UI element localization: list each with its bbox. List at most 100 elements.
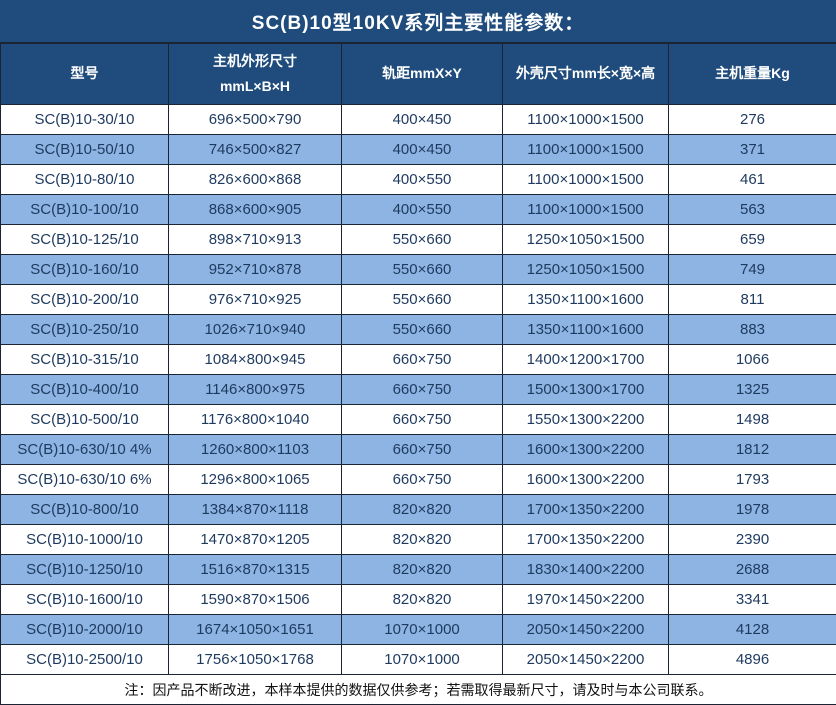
table-cell: SC(B)10-1600/10	[0, 584, 169, 615]
table-row: SC(B)10-400/10 1146×800×975 660×750 1500×13…	[0, 374, 836, 405]
table-cell: 1066	[668, 344, 836, 375]
column-header-rail-gauge: 轨距mmX×Y	[341, 43, 503, 105]
table-cell: 400×450	[341, 104, 503, 135]
table-cell: 400×450	[341, 134, 503, 165]
table-cell: 820×820	[341, 584, 503, 615]
table-cell: 1498	[668, 404, 836, 435]
table-cell: 1674×1050×1651	[168, 614, 342, 645]
table-cell: 1970×1450×2200	[502, 584, 669, 615]
table-cell: 1590×870×1506	[168, 584, 342, 615]
table-cell: 1400×1200×1700	[502, 344, 669, 375]
table-cell: 660×750	[341, 434, 503, 465]
spec-table: 型号 主机外形尺寸 mmL×B×H 轨距mmX×Y 外壳尺寸mm长×宽×高 主机…	[0, 43, 836, 705]
table-cell: SC(B)10-50/10	[0, 134, 169, 165]
table-cell: 811	[668, 284, 836, 315]
table-cell: 820×820	[341, 494, 503, 525]
table-cell: 1026×710×940	[168, 314, 342, 345]
table-cell: 1793	[668, 464, 836, 495]
table-cell: 2390	[668, 524, 836, 555]
column-header-main-dimensions: 主机外形尺寸 mmL×B×H	[168, 43, 342, 105]
table-cell: 1250×1050×1500	[502, 254, 669, 285]
table-row: SC(B)10-500/10 1176×800×1040 660×750 1550×1…	[0, 404, 836, 435]
table-cell: SC(B)10-200/10	[0, 284, 169, 315]
table-row: SC(B)10-250/10 1026×710×940 550×660 1350×11…	[0, 314, 836, 345]
table-cell: 4128	[668, 614, 836, 645]
table-row: SC(B)10-1000/10 1470×870×1205 820×820 1700×…	[0, 524, 836, 555]
table-body: SC(B)10-30/10 696×500×790 400×450 1100×1000…	[0, 104, 836, 675]
table-cell: 1812	[668, 434, 836, 465]
table-cell: SC(B)10-500/10	[0, 404, 169, 435]
column-header-shell-dimensions: 外壳尺寸mm长×宽×高	[502, 43, 669, 105]
table-cell: 400×550	[341, 164, 503, 195]
table-cell: 1384×870×1118	[168, 494, 342, 525]
table-row: SC(B)10-100/10 868×600×905 400×550 1100×100…	[0, 194, 836, 225]
table-cell: 1325	[668, 374, 836, 405]
table-cell: SC(B)10-2000/10	[0, 614, 169, 645]
table-cell: 2688	[668, 554, 836, 585]
table-cell: 898×710×913	[168, 224, 342, 255]
table-cell: 563	[668, 194, 836, 225]
table-cell: 1296×800×1065	[168, 464, 342, 495]
table-cell: 976×710×925	[168, 284, 342, 315]
table-cell: 749	[668, 254, 836, 285]
table-cell: SC(B)10-100/10	[0, 194, 169, 225]
table-row: SC(B)10-2000/10 1674×1050×1651 1070×1000 20…	[0, 614, 836, 645]
header-row: 型号 主机外形尺寸 mmL×B×H 轨距mmX×Y 外壳尺寸mm长×宽×高 主机…	[0, 43, 836, 105]
table-cell: SC(B)10-315/10	[0, 344, 169, 375]
table-cell: 1756×1050×1768	[168, 644, 342, 675]
table-cell: 4896	[668, 644, 836, 675]
table-cell: 2050×1450×2200	[502, 614, 669, 645]
table-cell: 746×500×827	[168, 134, 342, 165]
table-cell: 1350×1100×1600	[502, 284, 669, 315]
table-cell: 883	[668, 314, 836, 345]
table-cell: 371	[668, 134, 836, 165]
table-cell: 696×500×790	[168, 104, 342, 135]
column-header-weight: 主机重量Kg	[668, 43, 836, 105]
table-cell: 659	[668, 224, 836, 255]
table-cell: 1260×800×1103	[168, 434, 342, 465]
table-cell: 868×600×905	[168, 194, 342, 225]
table-cell: 1100×1000×1500	[502, 104, 669, 135]
table-cell: 1600×1300×2200	[502, 434, 669, 465]
table-cell: 1700×1350×2200	[502, 494, 669, 525]
table-header: 型号 主机外形尺寸 mmL×B×H 轨距mmX×Y 外壳尺寸mm长×宽×高 主机…	[0, 43, 836, 105]
table-row: SC(B)10-2500/10 1756×1050×1768 1070×1000 20…	[0, 644, 836, 675]
table-cell: SC(B)10-30/10	[0, 104, 169, 135]
table-cell: 1100×1000×1500	[502, 134, 669, 165]
table-row: SC(B)10-160/10 952×710×878 550×660 1250×105…	[0, 254, 836, 285]
table-cell: SC(B)10-125/10	[0, 224, 169, 255]
table-row: SC(B)10-1250/10 1516×870×1315 820×820 1830×…	[0, 554, 836, 585]
table-cell: 660×750	[341, 404, 503, 435]
table-cell: 550×660	[341, 254, 503, 285]
table-cell: 1550×1300×2200	[502, 404, 669, 435]
table-row: SC(B)10-1600/10 1590×870×1506 820×820 1970×…	[0, 584, 836, 615]
footnote: 注：因产品不断改进，本样本提供的数据仅供参考；若需取得最新尺寸，请及时与本公司联…	[0, 674, 836, 705]
table-cell: 1470×870×1205	[168, 524, 342, 555]
table-cell: 550×660	[341, 224, 503, 255]
footnote-row: 注：因产品不断改进，本样本提供的数据仅供参考；若需取得最新尺寸，请及时与本公司联…	[0, 674, 836, 705]
table-row: SC(B)10-315/10 1084×800×945 660×750 1400×12…	[0, 344, 836, 375]
table-row: SC(B)10-630/10 6% 1296×800×1065 660×750 160…	[0, 464, 836, 495]
page-title: SC(B)10型10KV系列主要性能参数：	[0, 0, 836, 43]
table-cell: 826×600×868	[168, 164, 342, 195]
column-header-model: 型号	[0, 43, 169, 105]
table-cell: SC(B)10-1250/10	[0, 554, 169, 585]
table-cell: 1500×1300×1700	[502, 374, 669, 405]
table-row: SC(B)10-30/10 696×500×790 400×450 1100×1000…	[0, 104, 836, 135]
table-cell: 1176×800×1040	[168, 404, 342, 435]
table-row: SC(B)10-125/10 898×710×913 550×660 1250×105…	[0, 224, 836, 255]
table-cell: SC(B)10-400/10	[0, 374, 169, 405]
table-cell: 820×820	[341, 524, 503, 555]
table-cell: SC(B)10-160/10	[0, 254, 169, 285]
table-cell: SC(B)10-800/10	[0, 494, 169, 525]
table-cell: 1070×1000	[341, 614, 503, 645]
table-cell: 1350×1100×1600	[502, 314, 669, 345]
table-cell: 550×660	[341, 284, 503, 315]
table-row: SC(B)10-50/10 746×500×827 400×450 1100×1000…	[0, 134, 836, 165]
table-cell: 952×710×878	[168, 254, 342, 285]
table-cell: 400×550	[341, 194, 503, 225]
table-cell: SC(B)10-2500/10	[0, 644, 169, 675]
table-cell: 2050×1450×2200	[502, 644, 669, 675]
table-cell: SC(B)10-80/10	[0, 164, 169, 195]
table-cell: 660×750	[341, 374, 503, 405]
